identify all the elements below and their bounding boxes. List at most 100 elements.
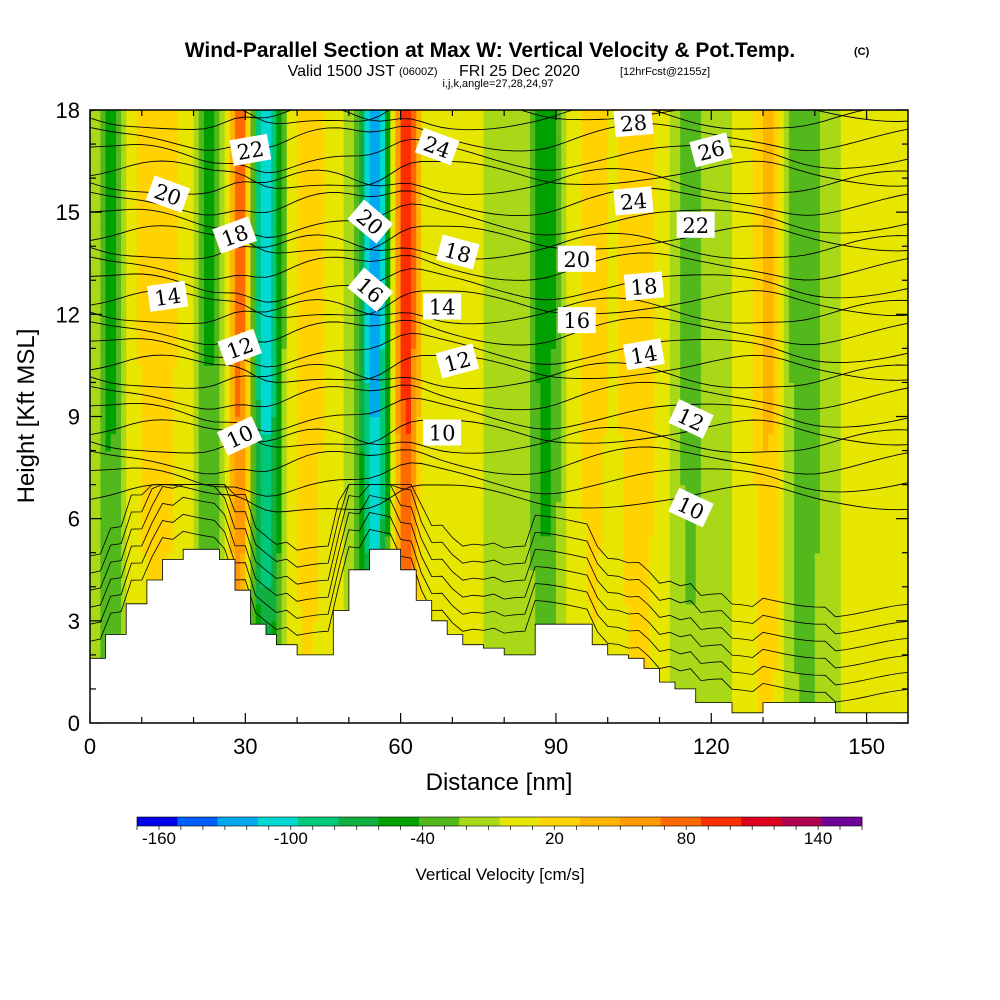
- velocity-cell: [783, 382, 790, 401]
- velocity-cell: [131, 212, 138, 230]
- velocity-cell: [488, 399, 495, 418]
- velocity-cell: [483, 433, 490, 452]
- velocity-cell: [385, 246, 391, 264]
- velocity-cell: [555, 297, 562, 315]
- velocity-cell: [773, 144, 780, 162]
- velocity-cell: [633, 314, 640, 332]
- velocity-cell: [706, 195, 712, 213]
- velocity-cell: [524, 212, 531, 230]
- velocity-cell: [566, 416, 573, 435]
- velocity-cell: [369, 416, 376, 435]
- velocity-cell: [788, 178, 795, 196]
- velocity-cell: [576, 263, 583, 281]
- velocity-cell: [607, 399, 614, 418]
- velocity-cell: [193, 212, 200, 230]
- velocity-cell: [530, 127, 536, 145]
- velocity-cell: [716, 620, 723, 639]
- velocity-cell: [659, 467, 666, 486]
- velocity-cell: [649, 382, 655, 401]
- velocity-cell: [794, 450, 800, 469]
- velocity-cell: [706, 620, 712, 639]
- velocity-cell: [742, 161, 749, 179]
- velocity-cell: [752, 229, 759, 247]
- velocity-cell: [504, 212, 510, 230]
- velocity-cell: [245, 127, 252, 145]
- velocity-cell: [193, 110, 200, 128]
- velocity-cell: [773, 433, 780, 452]
- velocity-cell: [555, 552, 562, 571]
- velocity-cell: [778, 603, 785, 622]
- velocity-cell: [473, 416, 479, 435]
- velocity-cell: [680, 314, 686, 332]
- velocity-cell: [416, 161, 422, 179]
- velocity-cell: [193, 195, 200, 213]
- velocity-cell: [742, 501, 749, 520]
- velocity-cell: [799, 484, 806, 503]
- velocity-cell: [773, 671, 780, 690]
- velocity-cell: [452, 178, 459, 196]
- velocity-cell: [504, 127, 510, 145]
- velocity-cell: [700, 110, 707, 128]
- velocity-cell: [514, 535, 521, 554]
- velocity-cell: [587, 297, 593, 315]
- velocity-cell: [255, 586, 262, 605]
- velocity-cell: [504, 178, 510, 196]
- velocity-cell: [737, 467, 743, 486]
- velocity-cell: [499, 467, 505, 486]
- velocity-cell: [587, 535, 593, 554]
- velocity-cell: [799, 552, 806, 571]
- velocity-cell: [395, 246, 402, 264]
- velocity-cell: [576, 195, 583, 213]
- velocity-cell: [488, 450, 495, 469]
- velocity-cell: [260, 535, 267, 554]
- velocity-cell: [773, 297, 780, 315]
- velocity-cell: [302, 501, 309, 520]
- velocity-cell: [504, 365, 510, 384]
- velocity-cell: [348, 467, 355, 486]
- velocity-cell: [136, 263, 143, 281]
- velocity-cell: [307, 297, 314, 315]
- velocity-cell: [535, 110, 542, 128]
- velocity-cell: [152, 433, 158, 452]
- velocity-cell: [240, 399, 246, 418]
- velocity-cell: [271, 518, 277, 537]
- velocity-cell: [452, 110, 459, 128]
- velocity-cell: [110, 127, 117, 145]
- velocity-cell: [442, 161, 448, 179]
- velocity-cell: [706, 348, 712, 367]
- velocity-cell: [188, 484, 195, 503]
- velocity-cell: [778, 433, 785, 452]
- velocity-cell: [188, 280, 195, 298]
- velocity-cell: [695, 110, 702, 128]
- velocity-cell: [659, 637, 666, 656]
- velocity-cell: [95, 178, 101, 196]
- velocity-cell: [576, 433, 583, 452]
- velocity-cell: [281, 365, 288, 384]
- velocity-cell: [333, 467, 340, 486]
- velocity-cell: [633, 263, 640, 281]
- velocity-cell: [385, 229, 391, 247]
- velocity-cell: [157, 518, 164, 537]
- velocity-cell: [794, 178, 800, 196]
- velocity-cell: [519, 586, 526, 605]
- velocity-cell: [115, 161, 122, 179]
- velocity-cell: [643, 331, 650, 349]
- velocity-cell: [752, 552, 759, 571]
- velocity-cell: [266, 365, 272, 384]
- velocity-cell: [426, 263, 433, 281]
- velocity-cell: [659, 161, 666, 179]
- velocity-cell: [343, 280, 350, 298]
- velocity-cell: [271, 535, 277, 554]
- velocity-cell: [555, 382, 562, 401]
- velocity-cell: [317, 195, 324, 213]
- velocity-cell: [561, 331, 567, 349]
- velocity-cell: [695, 518, 702, 537]
- velocity-cell: [721, 382, 728, 401]
- velocity-cell: [700, 467, 707, 486]
- velocity-cell: [322, 399, 329, 418]
- velocity-cell: [483, 637, 490, 656]
- velocity-cell: [747, 416, 754, 435]
- velocity-cell: [488, 467, 495, 486]
- velocity-cell: [633, 637, 640, 656]
